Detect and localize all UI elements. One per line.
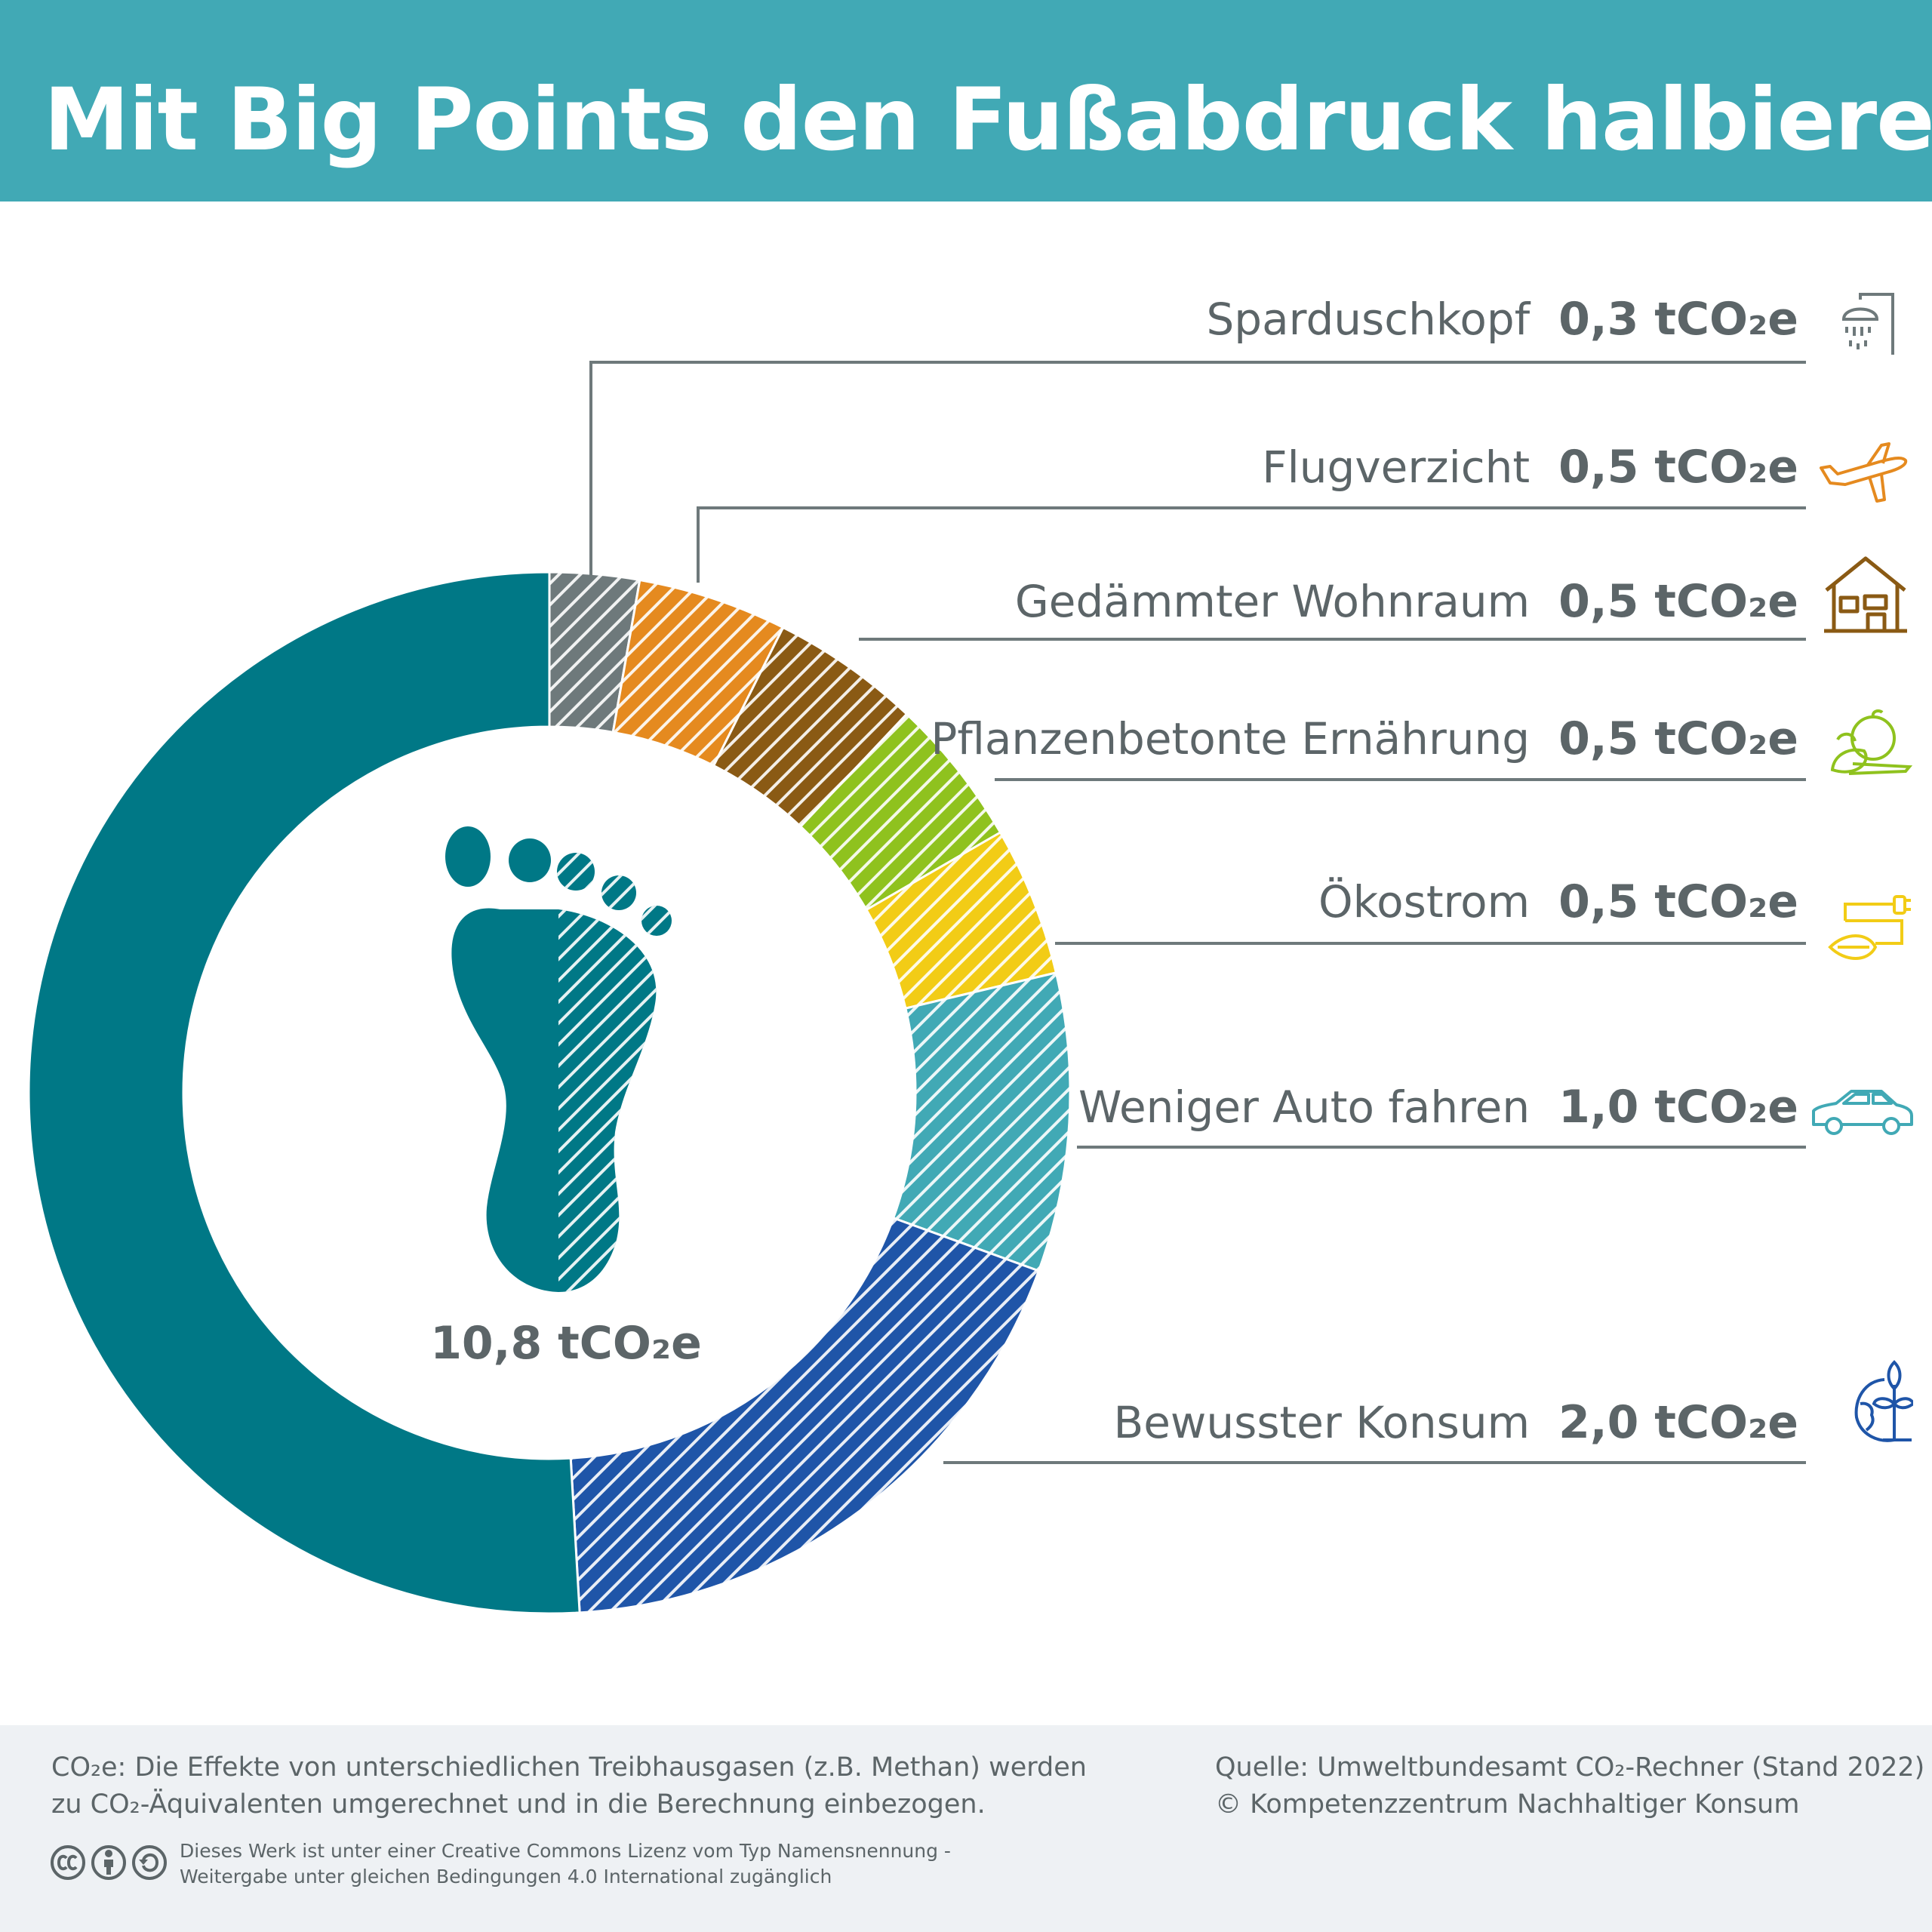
page-title: Mit Big Points den Fußabdruck halbieren xyxy=(44,69,1932,170)
house-icon xyxy=(1824,556,1907,633)
eco-plug-icon xyxy=(1828,895,1911,960)
value-label: 1,0 tCO₂e xyxy=(1558,1081,1798,1134)
total-value: 10,8 tCO₂e xyxy=(430,1317,702,1370)
source-line-1: Quelle: Umweltbundesamt CO₂-Rechner (Sta… xyxy=(1215,1752,1925,1783)
donut-slices xyxy=(27,571,1072,1615)
legend-row-flugverzicht: Flugverzicht 0,5 tCO₂e xyxy=(1262,441,1798,494)
donut-chart xyxy=(27,361,1806,1615)
donut-slice-hatch-2 xyxy=(713,627,907,827)
vegetables-icon xyxy=(1830,709,1913,775)
legend-row-sparduschkopf: Sparduschkopf 0,3 tCO₂e xyxy=(1206,293,1798,346)
legend-row-pflanzenbetonte-ernaehrung: Pflanzenbetonte Ernährung 0,5 tCO₂e xyxy=(931,712,1798,765)
category-label: Ökostrom xyxy=(1318,876,1531,928)
cc-icon xyxy=(51,1845,85,1880)
category-label: Pflanzenbetonte Ernährung xyxy=(931,713,1531,764)
value-label: 0,5 tCO₂e xyxy=(1558,712,1798,765)
cc-license-icons xyxy=(51,1845,167,1880)
footnote-line-1: CO₂e: Die Effekte von unterschiedlichen … xyxy=(51,1752,1087,1783)
category-label: Gedämmter Wohnraum xyxy=(1014,576,1531,627)
license-line-2: Weitergabe unter gleichen Bedingungen 4.… xyxy=(180,1866,832,1887)
donut-slice-hatch-0 xyxy=(549,572,640,733)
by-icon xyxy=(91,1845,126,1880)
value-label: 0,3 tCO₂e xyxy=(1558,293,1798,346)
donut-slice-hatch-6 xyxy=(571,1217,1039,1613)
airplane-icon xyxy=(1820,442,1908,503)
legend-row-oekostrom: Ökostrom 0,5 tCO₂e xyxy=(1318,875,1798,928)
footprint-icon xyxy=(445,826,672,1292)
donut-slice-remaining xyxy=(27,571,581,1615)
category-label: Flugverzicht xyxy=(1262,441,1531,493)
donut-slice-hatch-5 xyxy=(893,972,1070,1271)
globe-plant-icon xyxy=(1854,1360,1913,1442)
category-label: Weniger Auto fahren xyxy=(1078,1081,1531,1133)
leader-lines xyxy=(589,361,1806,1464)
source-line-2: © Kompetenzzentrum Nachhaltiger Konsum xyxy=(1215,1789,1800,1820)
license-line-1: Dieses Werk ist unter einer Creative Com… xyxy=(180,1840,951,1862)
donut-slice-hatch-4 xyxy=(866,832,1057,1009)
shower-icon xyxy=(1841,293,1894,355)
category-label: Sparduschkopf xyxy=(1206,294,1531,345)
value-label: 2,0 tCO₂e xyxy=(1558,1396,1798,1449)
footer xyxy=(0,1725,1932,1932)
header-bar: Mit Big Points den Fußabdruck halbieren xyxy=(0,0,1932,202)
legend-row-gedaemmter-wohnraum: Gedämmter Wohnraum 0,5 tCO₂e xyxy=(1015,575,1798,628)
legend-row-weniger-auto-fahren: Weniger Auto fahren 1,0 tCO₂e xyxy=(1078,1081,1798,1134)
footnote-line-2: zu CO₂-Äquivalenten umgerechnet und in d… xyxy=(51,1789,986,1820)
value-label: 0,5 tCO₂e xyxy=(1558,575,1798,628)
value-label: 0,5 tCO₂e xyxy=(1558,441,1798,494)
sa-icon xyxy=(132,1845,167,1880)
car-icon xyxy=(1812,1090,1913,1135)
legend-row-bewusster-konsum: Bewusster Konsum 2,0 tCO₂e xyxy=(1113,1396,1798,1449)
leader-line-0 xyxy=(589,361,1806,575)
leader-line-1 xyxy=(697,506,1806,583)
donut-slice-hatch-1 xyxy=(613,580,783,766)
category-label: Bewusster Konsum xyxy=(1113,1397,1531,1448)
value-label: 0,5 tCO₂e xyxy=(1558,875,1798,928)
